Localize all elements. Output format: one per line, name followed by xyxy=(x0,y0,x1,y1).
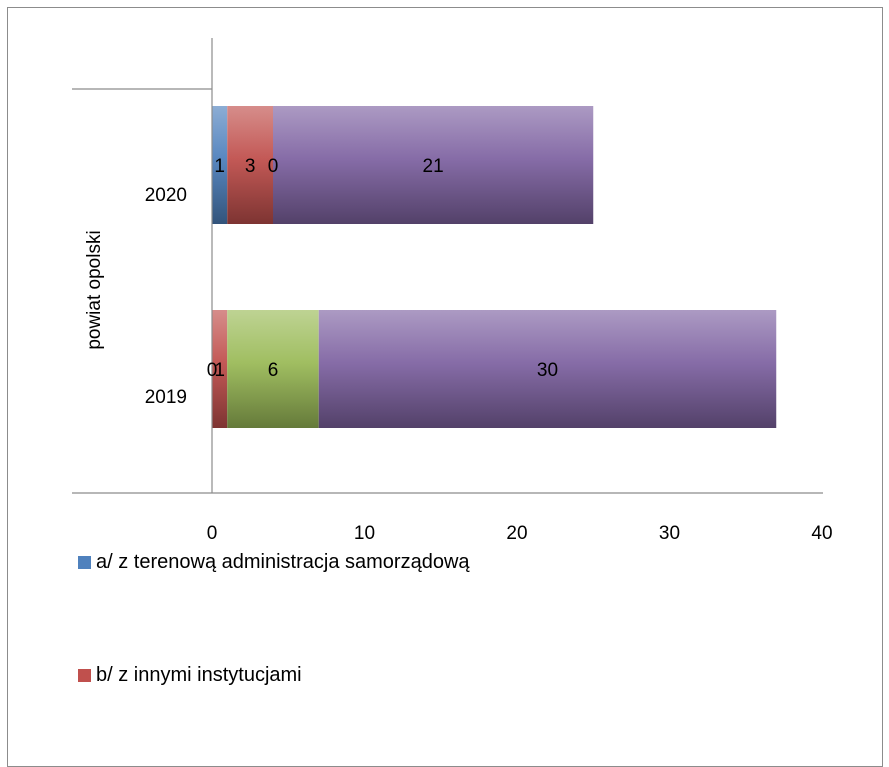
legend-label-b: b/ z innymi instytucjami xyxy=(96,664,302,686)
group-label: powiat opolski xyxy=(84,230,105,349)
data-label-2020-series-2: 3 xyxy=(245,156,256,177)
x-tick-label-10: 10 xyxy=(354,523,375,544)
legend-item-b: b/ z innymi instytucjami xyxy=(78,664,302,687)
data-label-2019-series-4: 30 xyxy=(537,360,558,381)
legend-swatch-a xyxy=(78,556,91,569)
data-label-2019-series-2: 1 xyxy=(214,360,225,381)
category-label-2019: 2019 xyxy=(145,387,187,408)
legend-swatch-b xyxy=(78,669,91,682)
bar-2019-series-3 xyxy=(227,310,319,428)
bar-2020-series-4 xyxy=(273,106,594,224)
category-label-2020: 2020 xyxy=(145,185,187,206)
x-tick-label-30: 30 xyxy=(659,523,680,544)
data-label-2020-series-4: 21 xyxy=(423,156,444,177)
bar-2020-series-1 xyxy=(212,106,228,224)
data-label-2020-series-3: 0 xyxy=(268,156,279,177)
legend-label-a: a/ z terenową administracja samorządową xyxy=(96,551,470,573)
data-label-2020-series-1: 1 xyxy=(214,156,225,177)
legend-item-a: a/ z terenową administracja samorządową xyxy=(78,551,470,574)
data-label-2019-series-3: 6 xyxy=(268,360,279,381)
x-tick-label-0: 0 xyxy=(207,523,218,544)
bar-2019-series-2 xyxy=(212,310,228,428)
data-label-2019-series-1: 0 xyxy=(207,360,218,381)
bar-2020-series-2 xyxy=(227,106,273,224)
bar-2019-series-4 xyxy=(318,310,777,428)
x-tick-label-40: 40 xyxy=(811,523,832,544)
x-tick-label-20: 20 xyxy=(506,523,527,544)
